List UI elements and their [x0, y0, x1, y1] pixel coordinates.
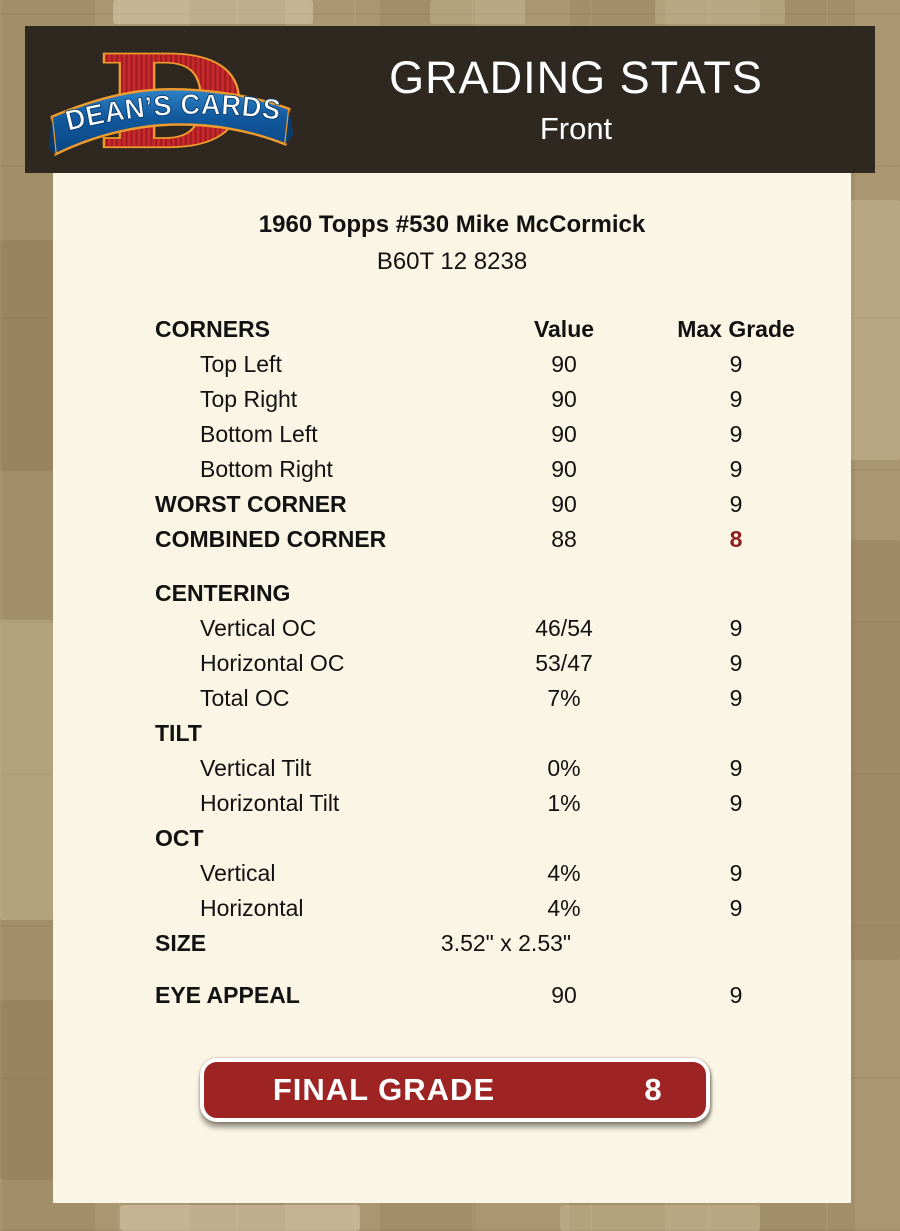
card-title: 1960 Topps #530 Mike McCormick [258, 211, 646, 238]
row-max-grade: 9 [729, 895, 743, 921]
row-max-grade: 9 [729, 860, 743, 886]
row-max-grade: 9 [729, 982, 743, 1008]
row-label: Vertical [200, 860, 276, 886]
row-max-grade: 9 [729, 351, 743, 377]
row-value: 90 [551, 421, 577, 447]
row-max-grade: 9 [729, 386, 743, 412]
row-value: 53/47 [535, 650, 593, 676]
row-max-grade: 9 [729, 650, 743, 676]
table-row: Total OC 7% 9 [53, 681, 851, 716]
background-card [120, 1205, 360, 1231]
row-value: 46/54 [535, 615, 593, 641]
table-row: Horizontal 4% 9 [53, 891, 851, 926]
table-row-eye-appeal: EYE APPEAL 90 9 [53, 978, 851, 1013]
row-value: 90 [551, 982, 577, 1008]
row-max-grade: 9 [729, 421, 743, 447]
deans-cards-logo-icon: D DEAN’S CARDS [48, 27, 294, 178]
background-card [0, 1000, 53, 1180]
table-row: COMBINED CORNER 88 8 [53, 522, 851, 557]
row-value: 7% [547, 685, 581, 711]
table-row: Horizontal Tilt 1% 9 [53, 786, 851, 821]
table-row: Vertical OC 46/54 9 [53, 611, 851, 646]
row-value: 90 [551, 386, 577, 412]
final-grade-button[interactable]: FINAL GRADE 8 [200, 1058, 710, 1122]
row-value: 4% [547, 895, 581, 921]
row-label: Horizontal [200, 895, 304, 921]
row-label: Vertical Tilt [200, 755, 312, 781]
background-card [113, 0, 313, 24]
row-label-worst-corner: WORST CORNER [155, 491, 347, 517]
table-section-row: CENTERING [53, 576, 851, 611]
row-value: 0% [547, 755, 581, 781]
header-titles: GRADING STATS Front [325, 52, 827, 149]
row-label: Top Left [200, 351, 282, 377]
row-label: Bottom Left [200, 421, 318, 447]
row-label-combined-corner: COMBINED CORNER [155, 526, 387, 552]
background-card [0, 240, 53, 470]
row-label-size: SIZE [155, 930, 207, 956]
grading-panel: 1960 Topps #530 Mike McCormick B60T 12 8… [53, 173, 851, 1203]
table-row: Vertical Tilt 0% 9 [53, 751, 851, 786]
header-bar: D DEAN’S CARDS GRADING STATS Front [25, 26, 875, 178]
section-label-corners: CORNERS [155, 316, 271, 342]
table-section-row: OCT [53, 821, 851, 856]
background-card [430, 0, 525, 24]
row-value: 88 [551, 526, 577, 552]
row-label-eye-appeal: EYE APPEAL [155, 982, 300, 1008]
row-value: 90 [551, 351, 577, 377]
table-row: WORST CORNER 90 9 [53, 487, 851, 522]
row-max-grade: 9 [729, 456, 743, 482]
row-label: Total OC [200, 685, 290, 711]
table-row: Top Left 90 9 [53, 347, 851, 382]
background-card [655, 0, 785, 24]
table-section-row: TILT [53, 716, 851, 751]
row-label: Bottom Right [200, 456, 333, 482]
background-card [851, 200, 900, 460]
section-label-centering: CENTERING [155, 580, 291, 606]
section-label-tilt: TILT [155, 720, 202, 746]
row-max-grade: 9 [729, 615, 743, 641]
table-row: Bottom Right 90 9 [53, 452, 851, 487]
row-max-grade: 9 [729, 790, 743, 816]
row-label: Vertical OC [200, 615, 317, 641]
row-max-grade-highlight: 8 [729, 526, 743, 552]
row-label: Horizontal OC [200, 650, 345, 676]
grading-table: CORNERS Value Max Grade Top Left 90 9 To… [53, 312, 851, 1013]
table-row: Vertical 4% 9 [53, 856, 851, 891]
column-header-value: Value [533, 316, 595, 342]
row-value: 4% [547, 860, 581, 886]
final-grade-label: FINAL GRADE [272, 1072, 496, 1107]
table-row: Bottom Left 90 9 [53, 417, 851, 452]
section-label-oct: OCT [155, 825, 204, 851]
page-subtitle: Front [539, 111, 613, 146]
background-card [0, 620, 53, 920]
row-value: 90 [551, 491, 577, 517]
page-title: GRADING STATS [389, 52, 763, 103]
row-label: Top Right [200, 386, 298, 412]
table-header-row: CORNERS Value Max Grade [53, 312, 851, 347]
row-max-grade: 9 [729, 491, 743, 517]
row-max-grade: 9 [729, 755, 743, 781]
row-value-size: 3.52" x 2.53" [440, 930, 572, 956]
background-card [560, 1205, 760, 1231]
background-card [851, 540, 900, 960]
column-header-max-grade: Max Grade [677, 316, 795, 342]
table-row: Top Right 90 9 [53, 382, 851, 417]
final-grade-value: 8 [644, 1072, 662, 1107]
deans-cards-logo[interactable]: D DEAN’S CARDS [45, 27, 297, 178]
table-row-size: SIZE 3.52" x 2.53" [53, 926, 851, 961]
row-value: 1% [547, 790, 581, 816]
row-max-grade: 9 [729, 685, 743, 711]
row-value: 90 [551, 456, 577, 482]
row-label: Horizontal Tilt [200, 790, 340, 816]
card-serial-code: B60T 12 8238 [376, 248, 528, 275]
table-row: Horizontal OC 53/47 9 [53, 646, 851, 681]
